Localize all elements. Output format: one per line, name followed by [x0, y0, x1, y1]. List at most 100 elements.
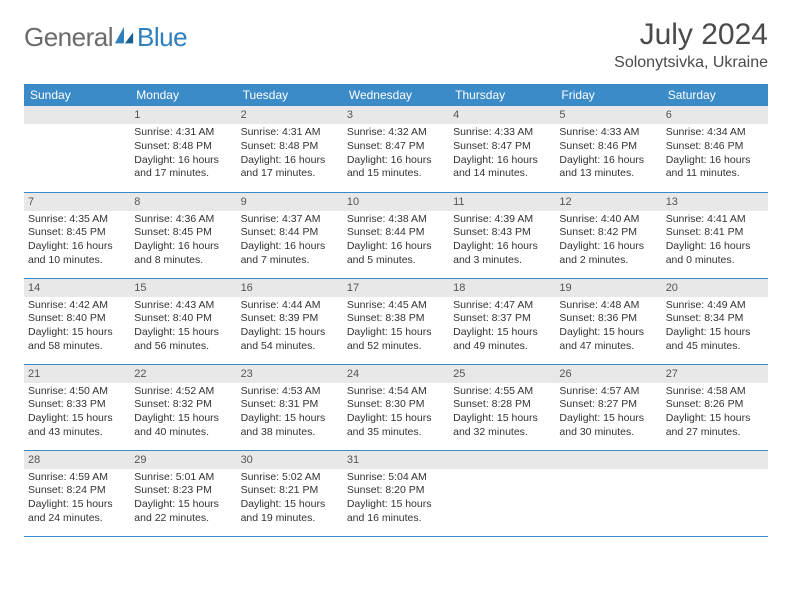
sunset-line: Sunset: 8:31 PM — [241, 398, 339, 412]
sunrise-line: Sunrise: 4:38 AM — [347, 213, 445, 227]
calendar-cell: 24Sunrise: 4:54 AMSunset: 8:30 PMDayligh… — [343, 364, 449, 450]
day-number: 21 — [24, 365, 130, 383]
sunrise-line: Sunrise: 5:02 AM — [241, 471, 339, 485]
calendar-cell: 29Sunrise: 5:01 AMSunset: 8:23 PMDayligh… — [130, 450, 236, 536]
calendar-cell — [449, 450, 555, 536]
sunset-line: Sunset: 8:34 PM — [666, 312, 764, 326]
calendar-head: SundayMondayTuesdayWednesdayThursdayFrid… — [24, 84, 768, 106]
calendar-cell: 3Sunrise: 4:32 AMSunset: 8:47 PMDaylight… — [343, 106, 449, 192]
sunrise-line: Sunrise: 5:01 AM — [134, 471, 232, 485]
daylight-line: Daylight: 15 hours and 45 minutes. — [666, 326, 764, 353]
sunrise-line: Sunrise: 4:33 AM — [453, 126, 551, 140]
calendar-table: SundayMondayTuesdayWednesdayThursdayFrid… — [24, 84, 768, 537]
sunset-line: Sunset: 8:46 PM — [666, 140, 764, 154]
day-number: 20 — [662, 279, 768, 297]
daylight-line: Daylight: 16 hours and 11 minutes. — [666, 154, 764, 181]
daylight-line: Daylight: 15 hours and 35 minutes. — [347, 412, 445, 439]
day-number-empty — [449, 451, 555, 469]
daylight-line: Daylight: 16 hours and 17 minutes. — [241, 154, 339, 181]
calendar-cell: 5Sunrise: 4:33 AMSunset: 8:46 PMDaylight… — [555, 106, 661, 192]
day-number: 29 — [130, 451, 236, 469]
sunset-line: Sunset: 8:44 PM — [241, 226, 339, 240]
calendar-cell: 15Sunrise: 4:43 AMSunset: 8:40 PMDayligh… — [130, 278, 236, 364]
daylight-line: Daylight: 15 hours and 24 minutes. — [28, 498, 126, 525]
daylight-line: Daylight: 16 hours and 14 minutes. — [453, 154, 551, 181]
sunset-line: Sunset: 8:37 PM — [453, 312, 551, 326]
day-number: 16 — [237, 279, 343, 297]
sunset-line: Sunset: 8:47 PM — [347, 140, 445, 154]
sunset-line: Sunset: 8:48 PM — [134, 140, 232, 154]
header: General Blue July 2024 Solonytsivka, Ukr… — [24, 18, 768, 72]
sunrise-line: Sunrise: 4:31 AM — [241, 126, 339, 140]
sunset-line: Sunset: 8:44 PM — [347, 226, 445, 240]
sunrise-line: Sunrise: 4:42 AM — [28, 299, 126, 313]
daylight-line: Daylight: 15 hours and 58 minutes. — [28, 326, 126, 353]
sunrise-line: Sunrise: 4:44 AM — [241, 299, 339, 313]
daylight-line: Daylight: 16 hours and 8 minutes. — [134, 240, 232, 267]
day-number: 1 — [130, 106, 236, 124]
calendar-week-row: 14Sunrise: 4:42 AMSunset: 8:40 PMDayligh… — [24, 278, 768, 364]
daylight-line: Daylight: 16 hours and 3 minutes. — [453, 240, 551, 267]
daylight-line: Daylight: 16 hours and 5 minutes. — [347, 240, 445, 267]
daylight-line: Daylight: 15 hours and 47 minutes. — [559, 326, 657, 353]
calendar-cell: 31Sunrise: 5:04 AMSunset: 8:20 PMDayligh… — [343, 450, 449, 536]
sunrise-line: Sunrise: 4:49 AM — [666, 299, 764, 313]
daylight-line: Daylight: 15 hours and 38 minutes. — [241, 412, 339, 439]
calendar-cell: 17Sunrise: 4:45 AMSunset: 8:38 PMDayligh… — [343, 278, 449, 364]
daylight-line: Daylight: 16 hours and 2 minutes. — [559, 240, 657, 267]
calendar-cell: 22Sunrise: 4:52 AMSunset: 8:32 PMDayligh… — [130, 364, 236, 450]
sunset-line: Sunset: 8:39 PM — [241, 312, 339, 326]
calendar-cell: 25Sunrise: 4:55 AMSunset: 8:28 PMDayligh… — [449, 364, 555, 450]
sunrise-line: Sunrise: 4:57 AM — [559, 385, 657, 399]
day-number: 6 — [662, 106, 768, 124]
day-number: 7 — [24, 193, 130, 211]
day-number-empty — [662, 451, 768, 469]
daylight-line: Daylight: 15 hours and 32 minutes. — [453, 412, 551, 439]
sunrise-line: Sunrise: 4:31 AM — [134, 126, 232, 140]
sunset-line: Sunset: 8:28 PM — [453, 398, 551, 412]
sunrise-line: Sunrise: 4:54 AM — [347, 385, 445, 399]
calendar-cell: 18Sunrise: 4:47 AMSunset: 8:37 PMDayligh… — [449, 278, 555, 364]
sunrise-line: Sunrise: 4:43 AM — [134, 299, 232, 313]
sunrise-line: Sunrise: 4:58 AM — [666, 385, 764, 399]
daylight-line: Daylight: 16 hours and 15 minutes. — [347, 154, 445, 181]
calendar-cell: 16 Sunrise: 4:44 AMSunset: 8:39 PMDayligh… — [237, 278, 343, 364]
day-header: Monday — [130, 84, 236, 106]
sunset-line: Sunset: 8:46 PM — [559, 140, 657, 154]
sunrise-line: Sunrise: 4:48 AM — [559, 299, 657, 313]
title-block: July 2024 Solonytsivka, Ukraine — [614, 18, 768, 72]
sunset-line: Sunset: 8:45 PM — [134, 226, 232, 240]
daylight-line: Daylight: 15 hours and 52 minutes. — [347, 326, 445, 353]
day-number: 23 — [237, 365, 343, 383]
sunset-line: Sunset: 8:43 PM — [453, 226, 551, 240]
day-number: 8 — [130, 193, 236, 211]
calendar-cell: 28Sunrise: 4:59 AMSunset: 8:24 PMDayligh… — [24, 450, 130, 536]
month-title: July 2024 — [614, 18, 768, 52]
sunrise-line: Sunrise: 4:35 AM — [28, 213, 126, 227]
calendar-cell: 12Sunrise: 4:40 AMSunset: 8:42 PMDayligh… — [555, 192, 661, 278]
calendar-cell: 20 Sunrise: 4:49 AMSunset: 8:34 PMDayligh… — [662, 278, 768, 364]
sunrise-line: Sunrise: 4:47 AM — [453, 299, 551, 313]
daylight-line: Daylight: 16 hours and 0 minutes. — [666, 240, 764, 267]
daylight-line: Daylight: 15 hours and 54 minutes. — [241, 326, 339, 353]
daylight-line: Daylight: 15 hours and 30 minutes. — [559, 412, 657, 439]
daylight-line: Daylight: 15 hours and 40 minutes. — [134, 412, 232, 439]
sunset-line: Sunset: 8:26 PM — [666, 398, 764, 412]
logo: General Blue — [24, 18, 187, 53]
calendar-cell — [662, 450, 768, 536]
daylight-line: Daylight: 15 hours and 49 minutes. — [453, 326, 551, 353]
day-number: 11 — [449, 193, 555, 211]
calendar-cell: 30Sunrise: 5:02 AMSunset: 8:21 PMDayligh… — [237, 450, 343, 536]
sunrise-line: Sunrise: 4:41 AM — [666, 213, 764, 227]
sunrise-line: Sunrise: 4:36 AM — [134, 213, 232, 227]
sunrise-line: Sunrise: 4:52 AM — [134, 385, 232, 399]
day-number: 26 — [555, 365, 661, 383]
sunset-line: Sunset: 8:38 PM — [347, 312, 445, 326]
day-number: 19 — [555, 279, 661, 297]
day-header: Wednesday — [343, 84, 449, 106]
sunrise-line: Sunrise: 4:55 AM — [453, 385, 551, 399]
sunrise-line: Sunrise: 4:39 AM — [453, 213, 551, 227]
day-number: 14 — [24, 279, 130, 297]
sunrise-line: Sunrise: 4:53 AM — [241, 385, 339, 399]
calendar-cell: 27Sunrise: 4:58 AMSunset: 8:26 PMDayligh… — [662, 364, 768, 450]
